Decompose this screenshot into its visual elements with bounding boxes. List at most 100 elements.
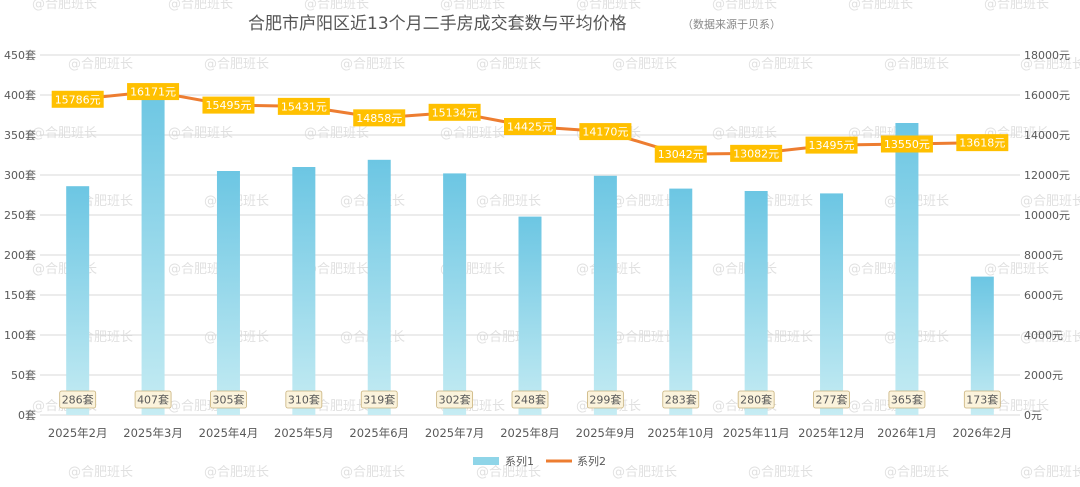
watermark-text: @合肥班长 [1020, 465, 1080, 480]
line-value-label-box [127, 83, 180, 101]
y-left-tick-label: 350套 [4, 129, 36, 142]
bar [216, 171, 240, 415]
bar-data-labels: 286套 407套 305套 310套 319套 302套 248套 299套 283套 280套… [59, 390, 1001, 409]
legend-label-series2: 系列2 [577, 454, 606, 468]
bar [141, 89, 165, 416]
watermark-text: @合肥班长 [984, 0, 1049, 12]
y-right-tick-label: 14000元 [1024, 129, 1070, 142]
x-tick-label: 2025年7月 [425, 426, 485, 440]
bar [66, 186, 90, 415]
watermark-text: @合肥班长 [712, 126, 777, 141]
bar [970, 276, 994, 415]
bar-value-label-box [210, 390, 247, 409]
watermark-text: @合肥班长 [204, 57, 269, 72]
line-value-label: 13618元 [959, 137, 1005, 150]
watermark-text: @合肥班长 [748, 57, 813, 72]
watermark-text: @合肥班长 [168, 126, 233, 141]
line-value-label: 14170元 [582, 126, 628, 139]
y-right-tick-label: 6000元 [1024, 289, 1063, 302]
x-tick-label: 2025年2月 [48, 426, 108, 440]
watermark-text: @合肥班长 [168, 262, 233, 277]
legend-swatch-series1 [473, 457, 499, 465]
bar-value-label-box [285, 390, 323, 409]
bar-value-label: 248套 [514, 394, 546, 407]
bar-value-label: 299套 [589, 394, 621, 407]
line-value-label: 14858元 [356, 112, 402, 125]
watermark-text: @合肥班长 [204, 465, 269, 480]
chart-subtitle: （数据来源于贝系） [682, 17, 781, 31]
y-right-tick-label: 8000元 [1024, 249, 1063, 262]
line-value-label: 13550元 [884, 138, 930, 151]
line-value-label: 15134元 [432, 106, 478, 119]
x-tick-label: 2026年1月 [877, 426, 937, 440]
line-value-label: 15431元 [281, 100, 327, 113]
watermark-text: @合肥班长 [612, 465, 677, 480]
bar [593, 175, 617, 415]
bar [744, 191, 768, 415]
x-tick-label: 2025年8月 [500, 426, 560, 440]
x-tick-label: 2025年4月 [199, 426, 259, 440]
line-value-label: 13042元 [658, 148, 704, 161]
y-left-tick-label: 250套 [4, 209, 36, 222]
watermark-text: @合肥班长 [612, 330, 677, 345]
x-tick-label: 2025年3月 [123, 426, 183, 440]
line-value-label: 13082元 [733, 147, 779, 160]
bar [518, 216, 542, 415]
watermark-text: @合肥班长 [884, 465, 949, 480]
watermark-text: @合肥班长 [612, 194, 677, 209]
line-value-label: 13495元 [809, 139, 855, 152]
y-left-tick-label: 0套 [18, 409, 36, 422]
watermark-text: @合肥班长 [576, 0, 641, 12]
line-value-label: 15495元 [205, 99, 251, 112]
y-left-tick-label: 100套 [4, 329, 36, 342]
y-right-tick-label: 10000元 [1024, 209, 1070, 222]
line-value-label: 15786元 [55, 93, 101, 106]
bar-value-label: 173套 [966, 394, 998, 407]
x-tick-label: 2025年10月 [647, 426, 714, 440]
line-value-label-box [202, 96, 255, 114]
line-value-label-box [805, 136, 858, 154]
bar-value-label-box [360, 390, 398, 409]
bar-value-label: 280套 [740, 394, 772, 407]
watermark-text: @合肥班长 [304, 262, 369, 277]
bar-value-label-box [963, 390, 1001, 409]
bar-value-label: 283套 [665, 394, 697, 407]
line-value-label-box [504, 118, 556, 135]
y-left-tick-label: 300套 [4, 169, 36, 182]
bar-value-label: 319套 [363, 394, 395, 407]
bar [443, 173, 467, 415]
line-value-label-box [51, 90, 104, 108]
y-left-tick-label: 200套 [4, 249, 36, 262]
bar-value-label: 302套 [439, 394, 471, 407]
watermark-text: @合肥班长 [1020, 194, 1080, 209]
bar [292, 167, 316, 415]
line-value-label-box [428, 103, 481, 121]
bar-value-label: 305套 [212, 394, 244, 407]
bar [820, 193, 844, 415]
watermark-text: @合肥班长 [304, 0, 369, 12]
bar-value-label: 277套 [816, 394, 848, 407]
bar-value-label: 286套 [62, 394, 94, 407]
y-right-tick-label: 16000元 [1024, 89, 1070, 102]
y-left-tick-label: 150套 [4, 289, 36, 302]
watermark-text: @合肥班长 [748, 465, 813, 480]
line-value-label-box [956, 134, 1009, 152]
y-right-tick-label: 2000元 [1024, 369, 1063, 382]
watermark-text: @合肥班长 [32, 126, 97, 141]
bar-value-label-box [436, 390, 474, 409]
line-value-label-box [730, 144, 783, 162]
bar-series [66, 89, 994, 416]
y-left-tick-label: 50套 [11, 369, 36, 382]
y-left-tick-label: 450套 [4, 49, 36, 62]
line-value-label: 14425元 [507, 121, 553, 134]
watermark-text: @合肥班长 [304, 126, 369, 141]
watermark-text: @合肥班长 [68, 465, 133, 480]
bar-value-label-box [813, 390, 850, 409]
bar-value-label: 365套 [891, 394, 923, 407]
line-value-label-box [277, 97, 330, 115]
watermark-text: @合肥班长 [68, 57, 133, 72]
y-right-tick-label: 4000元 [1024, 329, 1063, 342]
line-value-label-box [353, 109, 406, 127]
